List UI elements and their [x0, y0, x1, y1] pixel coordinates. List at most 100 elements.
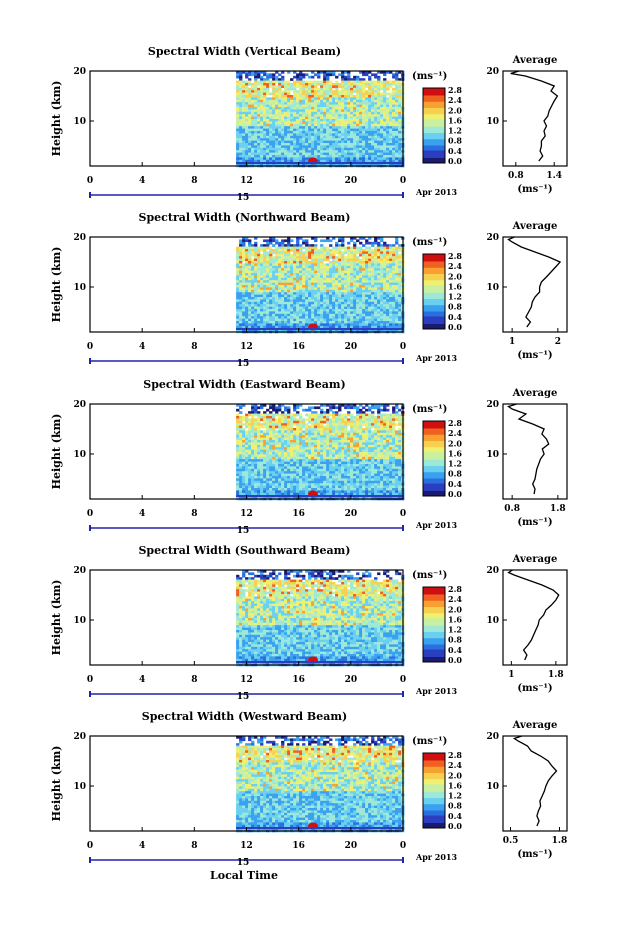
average-y-tick: 20	[486, 732, 499, 742]
colorbar-tick: 1.6	[448, 281, 462, 291]
average-x-tick: 1	[508, 670, 514, 680]
average-profile-line	[507, 236, 562, 328]
average-x-label: (ms⁻¹)	[517, 849, 552, 860]
colorbar-tick: 0.4	[448, 479, 462, 489]
colorbar-tick: 2.8	[448, 584, 462, 594]
average-y-tick: 10	[486, 616, 499, 626]
x-tick-label: 8	[191, 509, 197, 519]
colorbar-tick: 0.8	[448, 302, 462, 312]
average-x-tick: 1.8	[548, 670, 564, 680]
colorbar-tick: 0.8	[448, 136, 462, 146]
x-tick-label: 4	[139, 342, 145, 352]
average-profile-line	[507, 569, 560, 661]
average-y-tick: 10	[486, 283, 499, 293]
colorbar-tick: 2.4	[448, 95, 462, 105]
colorbar-tick: 1.6	[448, 448, 462, 458]
x-tick-label: 4	[139, 675, 145, 685]
x-tick-label: 0	[400, 841, 406, 851]
x-tick-label: 0	[400, 509, 406, 519]
colorbar-tick: 2.4	[448, 428, 462, 438]
date-label: Apr 2013	[415, 686, 458, 696]
y-tick-label: 20	[73, 233, 86, 243]
heatmap-cells	[236, 570, 405, 667]
x-tick-label: 8	[191, 841, 197, 851]
heatmap-cells	[236, 404, 405, 501]
x-tick-label: 20	[345, 342, 358, 352]
colorbar-tick: 2.0	[448, 271, 462, 281]
x-tick-label: 4	[139, 176, 145, 186]
day-label: 15	[237, 858, 250, 868]
x-tick-label: 12	[240, 841, 253, 851]
x-tick-label: 0	[400, 342, 406, 352]
x-tick-label: 12	[240, 176, 253, 186]
y-axis-label: Height (km)	[50, 414, 63, 490]
x-tick-label: 16	[292, 509, 305, 519]
x-tick-label: 12	[240, 675, 253, 685]
x-tick-label: 4	[139, 509, 145, 519]
average-panel: Average 10 20 1 1.8 (ms⁻¹)	[486, 554, 568, 694]
average-x-tick: 0.5	[503, 836, 519, 846]
colorbar-unit: (ms⁻¹)	[412, 71, 447, 82]
x-tick-label: 16	[292, 675, 305, 685]
average-panel: Average 10 20 0.8 1.4 (ms⁻¹)	[486, 55, 568, 195]
average-profile-line	[510, 70, 559, 162]
colorbar	[422, 253, 446, 330]
day-label: 15	[237, 692, 250, 702]
heatmap-cells	[236, 71, 405, 168]
colorbar-tick: 2.0	[448, 438, 462, 448]
average-x-label: (ms⁻¹)	[517, 683, 552, 694]
day-label: 15	[237, 526, 250, 536]
x-tick-label: 8	[191, 675, 197, 685]
y-tick-label: 20	[73, 566, 86, 576]
colorbar-tick: 0.4	[448, 811, 462, 821]
x-tick-label: 0	[87, 841, 93, 851]
x-tick-label: 0	[400, 675, 406, 685]
average-x-tick: 1.8	[552, 836, 568, 846]
chart-panel-2: Spectral Width (Northward Beam)0 4 8 12 16 20…	[50, 211, 568, 369]
colorbar-tick: 2.0	[448, 604, 462, 614]
average-title: Average	[512, 55, 558, 66]
average-x-tick: 1.8	[550, 504, 566, 514]
chart-title: Spectral Width (Southward Beam)	[138, 544, 350, 557]
colorbar-tick: 0.0	[448, 821, 462, 831]
colorbar-tick: 0.4	[448, 312, 462, 322]
colorbar-tick: 2.8	[448, 418, 462, 428]
x-tick-label: 8	[191, 176, 197, 186]
x-tick-label: 20	[345, 176, 358, 186]
average-y-tick: 20	[486, 233, 499, 243]
average-x-tick: 0.8	[504, 504, 520, 514]
average-panel: Average 10 20 0.8 1.8 (ms⁻¹)	[486, 388, 568, 528]
date-label: Apr 2013	[415, 187, 458, 197]
colorbar-tick: 0.0	[448, 322, 462, 332]
y-tick-label: 10	[73, 450, 86, 460]
colorbar-tick: 1.6	[448, 115, 462, 125]
colorbar-tick: 2.8	[448, 750, 462, 760]
average-profile-line	[507, 403, 550, 495]
average-y-tick: 10	[486, 117, 499, 127]
x-tick-label: 20	[345, 675, 358, 685]
chart-panel-4: Spectral Width (Southward Beam) 0 4 8 12 16 20…	[50, 544, 568, 702]
y-tick-label: 20	[73, 400, 86, 410]
x-tick-label: 16	[292, 176, 305, 186]
average-y-tick: 10	[486, 782, 499, 792]
x-tick-label: 16	[292, 342, 305, 352]
x-tick-label: 0	[87, 509, 93, 519]
y-axis-label: Height (km)	[50, 746, 63, 822]
colorbar-tick: 1.2	[448, 126, 462, 136]
y-axis-label: Height (km)	[50, 580, 63, 656]
chart-title: Spectral Width (Vertical Beam)	[148, 45, 341, 58]
x-tick-label: 16	[292, 841, 305, 851]
colorbar-tick: 0.0	[448, 655, 462, 665]
x-tick-label: 12	[240, 509, 253, 519]
colorbar-unit: (ms⁻¹)	[412, 736, 447, 747]
average-x-tick: 1.4	[546, 171, 562, 181]
average-title: Average	[512, 388, 558, 399]
x-tick-label: 20	[345, 841, 358, 851]
colorbar-tick: 2.8	[448, 85, 462, 95]
y-tick-label: 10	[73, 782, 86, 792]
colorbar-unit: (ms⁻¹)	[412, 570, 447, 581]
x-tick-label: 20	[345, 509, 358, 519]
colorbar-tick: 0.8	[448, 469, 462, 479]
colorbar-tick: 1.2	[448, 292, 462, 302]
